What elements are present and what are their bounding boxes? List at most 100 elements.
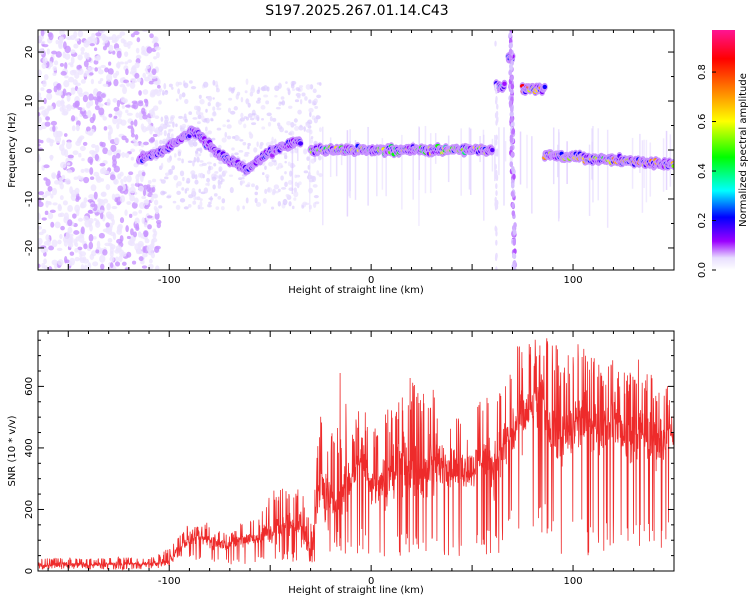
noise-speckle [231,147,235,151]
spectrogram-ylabel: Frequency (Hz) [7,112,18,188]
noise-speckle [159,123,165,130]
noise-speckle [38,201,44,208]
noise-speckle [271,136,274,143]
noise-speckle [41,40,46,45]
noise-speckle [80,168,85,174]
noise-speckle [166,157,172,163]
noise-speckle [106,73,113,82]
streak [566,141,568,184]
noise-speckle [315,115,321,120]
burst-cell [495,134,498,141]
noise-speckle [97,198,102,203]
noise-speckle [42,57,48,64]
noise-speckle [59,144,65,152]
noise-speckle [127,240,133,246]
noise-speckle [178,81,183,86]
noise-speckle [103,170,110,175]
noise-speckle [284,171,287,175]
noise-speckle [110,144,117,153]
noise-speckle [297,109,302,115]
noise-speckle [182,176,185,182]
noise-speckle [98,107,105,116]
streak [588,144,591,216]
noise-speckle [74,72,80,79]
noise-speckle [102,228,109,233]
noise-speckle [93,191,98,200]
noise-speckle [164,90,168,93]
noise-speckle [150,136,155,142]
noise-speckle [119,235,124,242]
noise-speckle [117,223,123,230]
noise-speckle [135,248,140,253]
noise-speckle [42,44,49,48]
noise-speckle [175,98,179,102]
noise-speckle [150,75,157,79]
noise-speckle [47,185,53,192]
noise-speckle [183,113,187,119]
burst-cell [495,173,498,180]
noise-speckle [147,180,152,184]
noise-speckle [207,182,210,187]
noise-speckle [255,202,262,207]
noise-speckle [125,104,131,108]
noise-speckle [38,231,44,236]
noise-speckle [143,222,148,228]
noise-speckle [192,141,198,147]
noise-speckle [255,100,261,104]
noise-speckle [87,109,92,118]
noise-speckle [187,203,192,208]
noise-speckle [112,72,118,79]
noise-speckle [65,104,70,110]
noise-speckle [87,66,91,74]
noise-speckle [171,86,174,90]
noise-speckle [107,214,113,220]
noise-speckle [51,187,58,196]
noise-speckle [102,147,109,155]
colorbar-tick-label: 0.8 [697,64,708,80]
colorbar-gradient [712,30,735,270]
noise-speckle [219,180,223,185]
streak [494,134,496,182]
noise-speckle [272,117,277,122]
noise-speckle [142,89,149,95]
noise-speckle [53,60,59,66]
noise-speckle [79,145,86,152]
snr-xlabel: Height of straight line (km) [288,585,424,596]
noise-speckle [80,46,85,53]
streak [531,136,533,214]
noise-speckle [38,154,41,162]
noise-speckle [266,176,269,183]
noise-speckle [317,155,322,161]
noise-speckle [212,97,215,100]
noise-speckle [59,106,65,112]
noise-speckle [240,112,244,118]
noise-speckle [178,115,183,119]
noise-speckle [43,74,49,80]
noise-speckle [126,201,132,205]
noise-speckle [59,195,64,201]
noise-speckle [149,33,154,39]
noise-speckle [198,188,201,193]
noise-speckle [88,209,93,214]
noise-speckle [84,168,90,173]
noise-speckle [38,263,41,269]
noise-speckle [138,185,144,192]
snr-plot-area [38,338,674,571]
snr-series-line [38,338,674,571]
noise-speckle [92,113,96,121]
noise-speckle [117,173,122,180]
noise-speckle [241,180,245,184]
noise-speckle [94,55,100,62]
burst-cell [511,165,515,172]
noise-speckle [127,59,133,63]
noise-speckle [46,238,51,247]
noise-speckle [212,106,216,111]
noise-speckle [176,181,182,187]
noise-speckle [38,69,42,77]
noise-speckle [256,141,259,147]
streak [309,126,311,213]
noise-speckle [113,137,120,145]
noise-speckle [100,93,106,98]
noise-speckle [43,97,47,105]
